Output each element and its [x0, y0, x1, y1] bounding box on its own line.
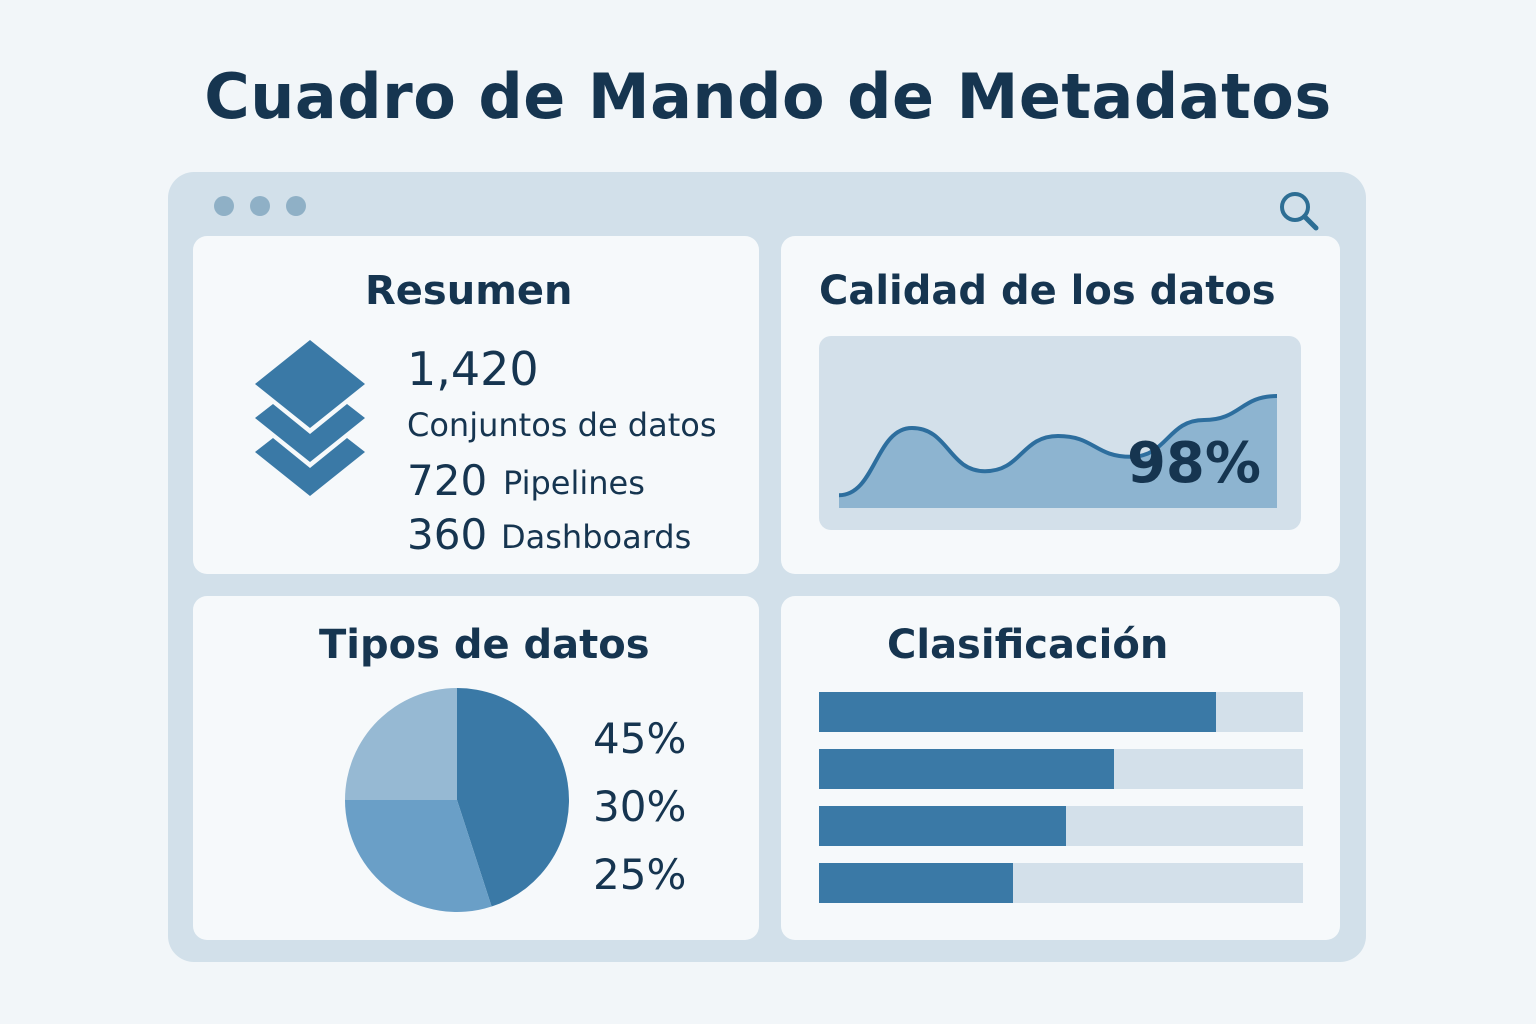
quality-title: Calidad de los datos [819, 268, 1276, 314]
pipelines-label: Pipelines [503, 464, 645, 502]
pie-slice [457, 688, 570, 907]
search-icon[interactable] [1276, 188, 1322, 234]
pie-slice [345, 800, 492, 912]
bar-fill [819, 863, 1013, 903]
area-fill [839, 396, 1277, 508]
pie-label: 30% [593, 782, 687, 831]
summary-panel: Resumen 1,420 Conjuntos de datos 720 Pip… [193, 236, 759, 574]
bar-track [819, 749, 1303, 789]
quality-panel: Calidad de los datos 98% [781, 236, 1340, 574]
pipelines-count: 720 [407, 456, 488, 505]
summary-title: Resumen [365, 268, 573, 314]
dot-icon[interactable] [286, 196, 306, 216]
pie-label: 45% [593, 714, 687, 763]
quality-value: 98% [1126, 431, 1261, 496]
types-title: Tipos de datos [319, 622, 650, 668]
quality-chart: 98% [819, 336, 1301, 530]
types-panel: Tipos de datos 45% 30% 25% [193, 596, 759, 940]
bar-fill [819, 806, 1066, 846]
bar-fill [819, 692, 1216, 732]
area-line [838, 394, 1278, 498]
bar-track [819, 863, 1303, 903]
dot-icon[interactable] [250, 196, 270, 216]
dashboards-label: Dashboards [501, 518, 692, 556]
classification-title: Clasificación [887, 622, 1169, 668]
dashboards-count: 360 [407, 510, 488, 559]
dot-icon[interactable] [214, 196, 234, 216]
quality-area-chart [838, 394, 1278, 508]
layers-icon [255, 340, 365, 496]
dashboard-window: Resumen 1,420 Conjuntos de datos 720 Pip… [168, 172, 1366, 962]
page-title: Cuadro de Mando de Metadatos [204, 60, 1332, 133]
pie-label: 25% [593, 850, 687, 899]
classification-panel: Clasificación [781, 596, 1340, 940]
types-pie-chart [345, 688, 570, 912]
pie-slice [345, 688, 457, 800]
bar-fill [819, 749, 1115, 789]
bar-track [819, 692, 1303, 732]
bar-track [819, 806, 1303, 846]
datasets-count: 1,420 [407, 342, 539, 396]
datasets-label: Conjuntos de datos [407, 406, 717, 444]
